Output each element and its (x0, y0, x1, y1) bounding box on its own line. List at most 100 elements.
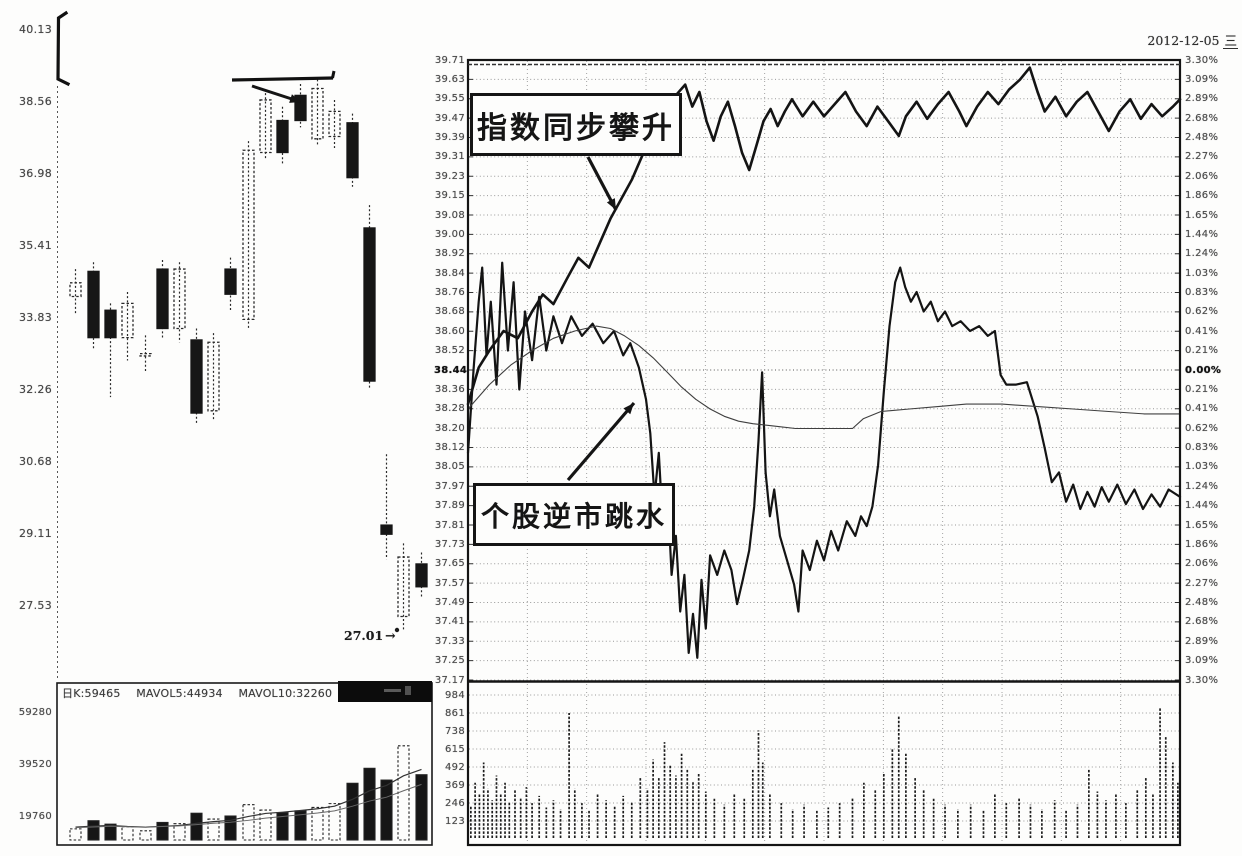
candlestick (294, 94, 307, 122)
price-tick-label: 37.49 (434, 597, 465, 608)
price-tick-label: 38.28 (434, 403, 465, 415)
candlestick (259, 99, 272, 154)
price-tick-label: 38.44 (434, 364, 468, 376)
mavol5-value: MAVOL5:44934 (136, 687, 223, 700)
percent-tick-label: 2.89% (1185, 635, 1219, 647)
candlestick (380, 524, 393, 535)
percent-tick-label: 0.83% (1185, 287, 1219, 298)
price-tick-label: 38.84 (434, 267, 465, 279)
intraday-volume-tick-label: 123 (445, 815, 465, 827)
percent-tick-label: 3.09% (1185, 655, 1219, 667)
kline-price-tick-label: 38.56 (19, 95, 52, 108)
price-tick-label: 37.97 (434, 480, 465, 492)
candlestick (276, 119, 289, 154)
kline-price-tick-label: 40.13 (19, 23, 52, 36)
axis-bracket (56, 10, 71, 87)
price-tick-label: 39.63 (434, 73, 465, 85)
volume-bar (173, 823, 186, 841)
price-tick-label: 38.60 (434, 325, 465, 337)
candlestick (207, 341, 220, 412)
volume-bar (346, 782, 359, 841)
annotation-stock-dive: 个股逆市跳水 (473, 483, 675, 546)
price-tick-label: 37.73 (434, 538, 465, 550)
candlestick (346, 122, 359, 179)
candlestick (397, 556, 410, 618)
percent-tick-label: 2.27% (1185, 151, 1219, 163)
price-tick-label: 38.05 (434, 461, 465, 473)
marked-low-label: 27.01 → (344, 628, 396, 643)
intraday-volume-tick-label: 861 (445, 707, 465, 719)
percent-tick-label: 1.24% (1185, 248, 1219, 260)
stock-price-line (466, 261, 1182, 659)
date-text: 2012-12-05 (1147, 33, 1220, 48)
volume-bar (242, 804, 255, 841)
percent-tick-label: 2.68% (1185, 112, 1219, 124)
percent-tick-label: 1.65% (1185, 519, 1219, 531)
candlestick (121, 302, 134, 339)
price-tick-label: 37.41 (434, 616, 465, 628)
candlestick (139, 353, 152, 357)
volume-bar (224, 815, 237, 841)
kline-volume-tick-label: 19760 (18, 811, 52, 822)
volume-bar (87, 820, 100, 841)
percent-tick-label: 3.30% (1185, 54, 1219, 66)
intraday-chart-border (466, 58, 1182, 847)
candlestick (242, 149, 255, 321)
percent-tick-label: 3.09% (1185, 73, 1219, 85)
percent-tick-label: 0.62% (1185, 422, 1219, 434)
percent-tick-label: 1.44% (1185, 500, 1219, 512)
kline-price-tick-label: 29.11 (19, 527, 52, 540)
candlestick (87, 270, 100, 339)
price-tick-label: 37.25 (434, 655, 465, 667)
intraday-volume-tick-label: 369 (445, 779, 465, 791)
price-tick-label: 37.65 (434, 558, 465, 570)
candlestick (328, 110, 341, 138)
date-label: 2012-12-05 三 (1108, 30, 1238, 49)
highlight-glyph (405, 686, 411, 695)
percent-tick-label: 2.27% (1185, 577, 1219, 589)
candlestick (156, 268, 169, 330)
kline-volume-tick-label: 59280 (18, 707, 52, 718)
percent-tick-label: 0.21% (1185, 383, 1219, 395)
highlight-glyph (384, 689, 401, 692)
price-tick-label: 39.55 (434, 93, 465, 105)
price-tick-label: 38.20 (434, 422, 465, 434)
percent-tick-label: 0.62% (1185, 306, 1219, 318)
marked-low-value: 27.01 (344, 628, 384, 643)
percent-tick-label: 0.41% (1185, 325, 1219, 337)
price-tick-label: 38.76 (434, 287, 465, 298)
mavol10-value: MAVOL10:32260 (238, 687, 333, 700)
candlestick (69, 282, 82, 298)
volume-bar (121, 826, 134, 841)
volume-bar (397, 745, 410, 841)
annotation-arrow-index-head (606, 198, 616, 210)
price-tick-label: 39.47 (434, 112, 465, 124)
volume-bar (328, 803, 341, 841)
weekday-text: 三 (1223, 33, 1238, 49)
percent-tick-label: 0.83% (1185, 442, 1219, 453)
percent-tick-label: 2.06% (1185, 558, 1219, 570)
percent-tick-label: 3.30% (1185, 674, 1219, 686)
resistance-line (231, 76, 334, 82)
price-tick-label: 38.36 (434, 383, 465, 395)
index-line (466, 66, 1182, 406)
percent-tick-label: 1.24% (1185, 480, 1219, 492)
right-arrow-icon: → (385, 628, 396, 643)
price-tick-label: 38.92 (434, 248, 465, 260)
volume-bar (190, 812, 203, 841)
price-tick-label: 39.00 (434, 228, 465, 240)
volume-bar (156, 821, 169, 841)
price-tick-label: 37.17 (434, 674, 465, 686)
percent-tick-label: 1.65% (1185, 209, 1219, 221)
intraday-volume-tick-label: 492 (445, 761, 465, 773)
volume-bar (69, 828, 82, 841)
volume-bar (380, 779, 393, 841)
kline-price-tick-label: 33.83 (19, 311, 52, 324)
low-point-dot (394, 627, 400, 633)
annotation-arrow-stock (566, 401, 636, 482)
price-tick-label: 39.15 (434, 190, 465, 202)
percent-tick-label: 0.00% (1185, 364, 1222, 376)
price-tick-label: 37.33 (434, 635, 465, 647)
